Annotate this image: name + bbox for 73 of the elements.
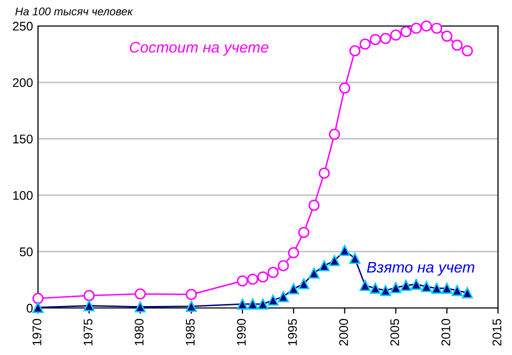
point (339, 82, 350, 94)
y-tick-label: 150 (13, 134, 33, 144)
point (380, 32, 392, 44)
point (278, 260, 289, 272)
point (410, 22, 422, 34)
point (318, 168, 330, 179)
point (318, 260, 330, 272)
point (257, 271, 268, 283)
point (431, 282, 442, 294)
point (349, 252, 360, 264)
point (370, 282, 381, 294)
series-label: Взято на учет (366, 262, 474, 276)
point (452, 40, 463, 51)
x-tick-label: 1990 (236, 318, 246, 346)
y-tick-label: 0 (26, 304, 33, 313)
point (288, 283, 300, 294)
point (236, 298, 248, 310)
point (288, 247, 300, 258)
point (410, 278, 422, 290)
x-tick-label: 1970 (32, 318, 42, 346)
point (298, 226, 310, 238)
point (32, 292, 44, 304)
point (400, 280, 412, 291)
point (186, 288, 197, 300)
point (278, 291, 289, 302)
point (380, 284, 392, 296)
x-tick-label: 2000 (339, 318, 348, 346)
point (400, 26, 412, 38)
text: Состоит на учете (130, 42, 268, 56)
point (339, 244, 350, 256)
point (452, 284, 463, 296)
x-tick-label: 1995 (288, 318, 297, 346)
y-tick-label: 50 (20, 247, 33, 256)
point (441, 30, 452, 42)
point (390, 282, 402, 294)
y-tick-label: 200 (12, 78, 33, 88)
point (420, 20, 432, 32)
point (32, 302, 44, 313)
point (84, 300, 95, 312)
point (247, 274, 258, 285)
point (268, 294, 279, 306)
point (360, 38, 371, 50)
x-tick-label: 1985 (186, 318, 195, 346)
point (462, 45, 473, 56)
x-tick-label: 2005 (390, 318, 400, 346)
point (328, 128, 340, 140)
point (370, 34, 381, 46)
point (462, 287, 473, 298)
point (390, 29, 402, 41)
point (134, 288, 146, 300)
point (349, 45, 360, 56)
point (268, 266, 279, 278)
point (360, 280, 371, 291)
point (308, 267, 320, 279)
x-tick-label: 1975 (84, 318, 92, 346)
point (257, 298, 268, 310)
point (328, 255, 340, 266)
y-tick-label: 250 (12, 22, 33, 31)
point (134, 301, 146, 312)
point (236, 275, 248, 286)
point (298, 278, 310, 290)
point (186, 300, 197, 312)
y-axis-title: На 100 тысяч человек (15, 7, 134, 16)
point (441, 282, 452, 294)
x-tick-label: 1980 (134, 318, 144, 346)
x-tick-label: 2010 (441, 318, 450, 346)
x-tick-label: 2015 (492, 318, 502, 346)
y-tick-label: 100 (13, 191, 33, 200)
point (247, 298, 258, 310)
point (308, 200, 320, 211)
point (431, 22, 442, 34)
point (420, 281, 432, 292)
point (84, 290, 95, 302)
